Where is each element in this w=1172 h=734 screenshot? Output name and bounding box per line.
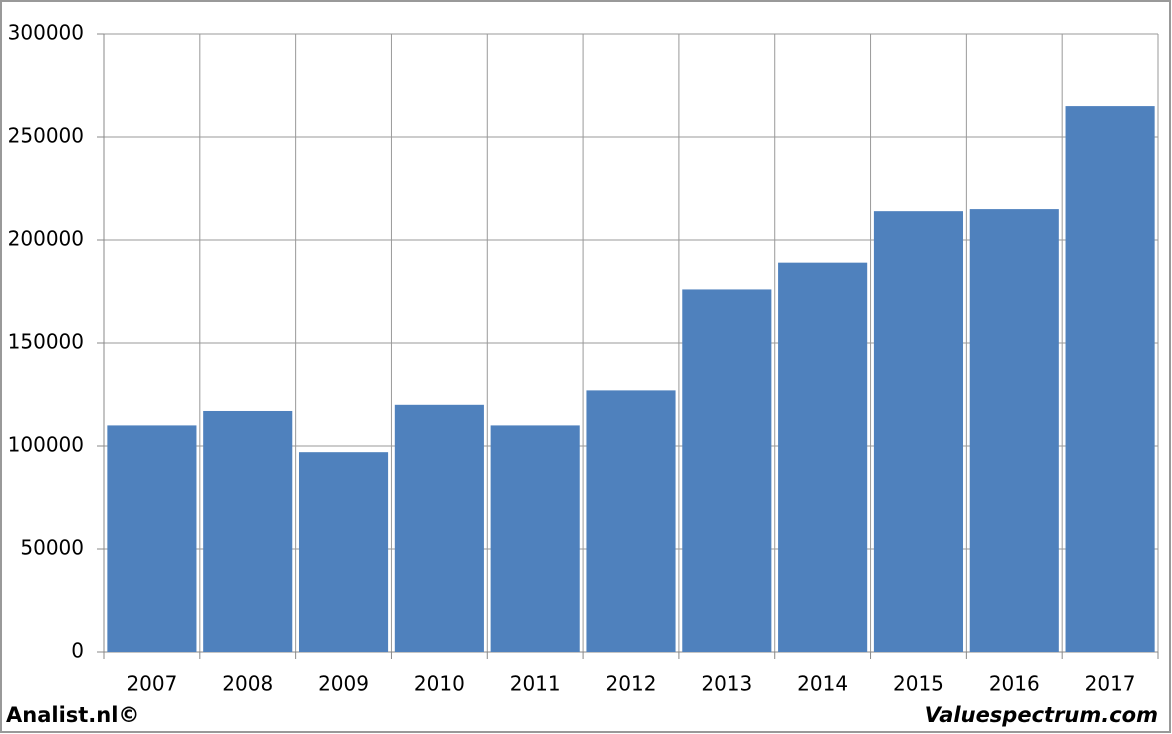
footer-left: Analist.nl© [6,703,139,727]
x-tick-label: 2014 [797,672,848,696]
y-tick-label: 250000 [8,124,84,148]
x-tick-label: 2011 [510,672,561,696]
y-tick-label: 50000 [20,536,84,560]
bar [682,289,772,652]
x-tick-label: 2013 [701,672,752,696]
x-tick-label: 2012 [606,672,657,696]
x-tick-label: 2015 [893,672,944,696]
x-tick-label: 2009 [318,672,369,696]
footer-right: Valuespectrum.com [925,703,1158,727]
bar [873,211,964,652]
x-tick-label: 2016 [989,672,1040,696]
bar [969,209,1059,652]
bar [490,425,580,652]
x-tick-label: 2007 [126,672,177,696]
x-tick-label: 2017 [1085,672,1136,696]
y-tick-label: 0 [71,639,84,663]
y-tick-label: 150000 [8,330,84,354]
y-tick-label: 300000 [8,21,84,45]
bar [778,262,868,652]
y-tick-label: 100000 [8,433,84,457]
bar [586,390,676,652]
bar [107,425,197,652]
x-tick-label: 2008 [222,672,273,696]
bar [394,404,484,652]
bar [1065,106,1155,653]
bar [298,452,389,652]
x-tick-label: 2010 [414,672,465,696]
bar [203,410,293,652]
y-tick-label: 200000 [8,227,84,251]
